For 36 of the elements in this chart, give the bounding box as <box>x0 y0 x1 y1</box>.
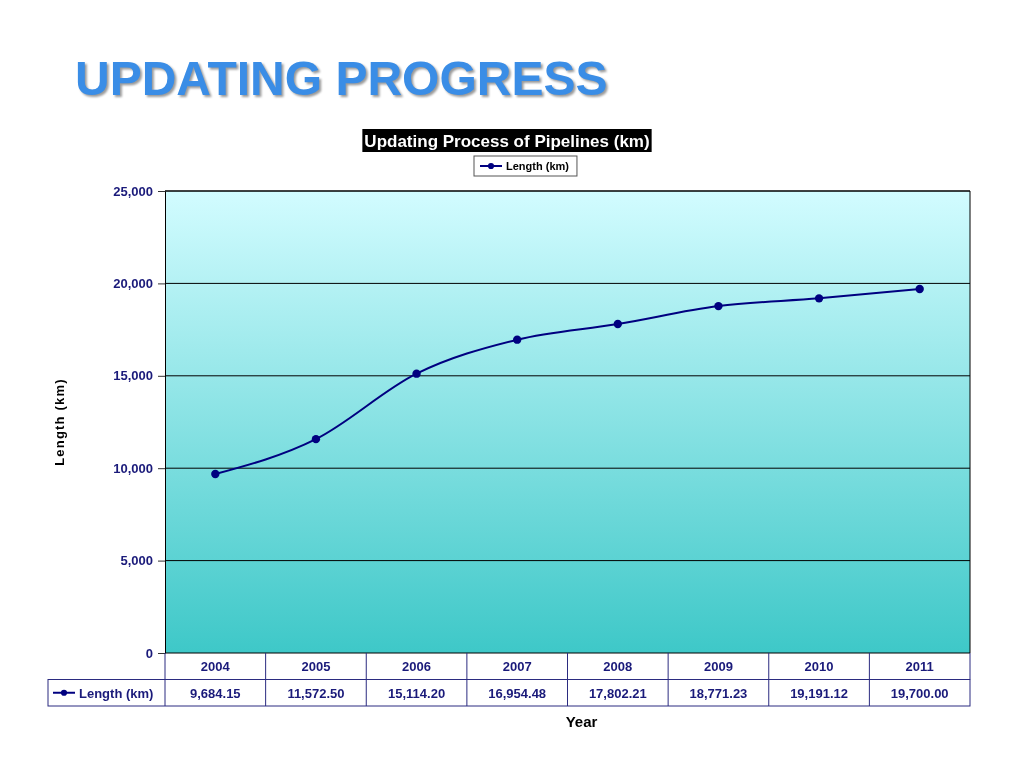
y-tick-label: 25,000 <box>113 183 153 199</box>
point <box>513 335 522 344</box>
x-tick-label: 2010 <box>804 659 834 675</box>
y-tick-label: 10,000 <box>113 460 153 476</box>
legend-label: Length (km) <box>506 160 570 172</box>
x-tick-label: 2008 <box>603 659 633 675</box>
y-axis-title: Length (km) <box>52 378 67 466</box>
data-label: 17,802.21 <box>588 685 647 701</box>
y-tick-label: 0 <box>145 645 153 661</box>
x-tick-label: 2005 <box>301 659 331 675</box>
point <box>714 301 723 311</box>
point <box>613 319 622 329</box>
y-tick-label: 20,000 <box>113 276 153 292</box>
data-label: 19,191.12 <box>790 685 848 701</box>
x-tick-label: 2004 <box>200 659 231 675</box>
point <box>814 294 824 303</box>
text: Length (km) <box>79 685 154 701</box>
data-label: 15,114.20 <box>388 685 446 701</box>
x-tick-label: 2009 <box>703 659 733 675</box>
data-label: 11,572.50 <box>287 685 345 701</box>
y-tick-label: 15,000 <box>113 368 153 384</box>
x-axis-title: Year <box>565 713 598 730</box>
chart-subtitle: Updating Process of Pipelines (km) <box>364 132 650 151</box>
data-label: 9,684.15 <box>190 685 241 701</box>
point <box>211 469 220 479</box>
point <box>915 284 924 294</box>
x-tick-label: 2006 <box>402 659 432 675</box>
point <box>412 369 421 378</box>
data-label: 16,954.48 <box>488 685 547 701</box>
chart-title: UPDATING PROGRESS <box>75 52 608 105</box>
x-tick-label: 2011 <box>905 659 934 675</box>
y-tick-label: 5,000 <box>120 553 153 569</box>
x-tick-label: 2007 <box>502 659 532 675</box>
point <box>311 434 321 444</box>
data-label: 18,771.23 <box>689 685 748 701</box>
data-label: 19,700.00 <box>890 685 949 701</box>
